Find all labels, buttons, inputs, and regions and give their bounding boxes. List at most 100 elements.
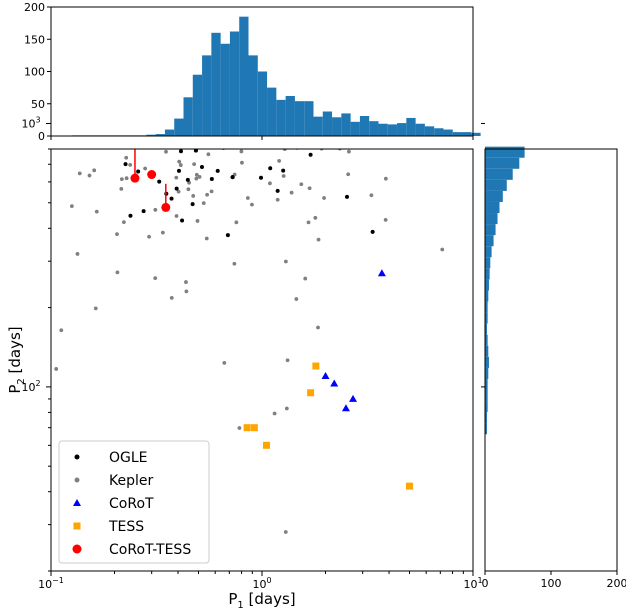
point-ogle (110, 60, 114, 64)
point-ogle (118, 62, 122, 66)
point-kepler (197, 175, 202, 179)
point-kepler (283, 530, 288, 534)
point-kepler (185, 50, 189, 54)
legend-marker (72, 544, 82, 554)
point-kepler (174, 214, 179, 218)
point-ogle (167, 33, 171, 37)
point-ogle (88, 22, 92, 26)
point-kepler (307, 44, 311, 48)
point-ogle (109, 105, 113, 109)
point-kepler (194, 64, 198, 68)
point-ogle (150, 59, 154, 63)
point-ogle (157, 28, 161, 32)
right-hist-bar (485, 257, 491, 269)
point-ogle (173, 136, 177, 140)
point-ogle (133, 120, 137, 124)
point-ogle (166, 20, 170, 24)
point-ogle (93, 93, 97, 97)
point-ogle (181, 34, 185, 38)
point-ogle (187, 37, 191, 41)
point-ogle (260, 0, 264, 2)
point-ogle (332, 78, 336, 82)
point-ogle (149, 45, 153, 49)
point-ogle (142, 59, 146, 63)
point-ogle (332, 78, 336, 82)
point-ogle (149, 29, 153, 33)
point-ogle (157, 69, 161, 73)
point-ogle (152, 0, 156, 4)
point-ogle (115, 66, 119, 70)
point-kepler (381, 142, 385, 146)
right-hist-bar (485, 301, 488, 313)
point-ogle (125, 30, 129, 34)
point-ogle (112, 54, 116, 58)
point-ogle (123, 0, 127, 3)
point-ogle (140, 68, 144, 72)
top-hist-bar (202, 55, 212, 136)
top-hist-bar (332, 117, 342, 136)
point-ogle (161, 61, 165, 65)
point-ogle (180, 218, 185, 223)
point-ogle (187, 20, 191, 24)
point-ogle (133, 50, 137, 54)
point-kepler (106, 90, 110, 94)
point-kepler (282, 149, 287, 152)
point-ogle (133, 67, 137, 71)
point-ogle (149, 57, 153, 61)
top-hist-bar (387, 124, 398, 136)
point-ogle (143, 57, 147, 61)
point-ogle (139, 43, 143, 47)
point-ogle (249, 39, 253, 43)
point-kepler (362, 93, 366, 97)
point-ogle (167, 18, 171, 22)
point-ogle (198, 35, 202, 39)
point-ogle (203, 13, 207, 17)
point-ogle (192, 68, 196, 72)
point-ogle (169, 40, 173, 44)
point-ogle (157, 20, 161, 24)
point-ogle (139, 48, 143, 52)
point-kepler (268, 181, 272, 186)
point-kepler (192, 162, 197, 167)
point-ogle (272, 79, 276, 83)
point-ogle (291, 42, 295, 46)
point-ogle (224, 15, 228, 19)
point-ogle (139, 57, 143, 61)
point-ogle (215, 9, 219, 13)
point-ogle (259, 175, 264, 180)
point-ogle (221, 24, 225, 28)
point-ogle (19, 48, 23, 52)
point-kepler (383, 217, 388, 222)
point-ogle (349, 63, 353, 67)
point-ogle (182, 14, 186, 18)
point-ogle (202, 34, 206, 38)
point-tess (405, 482, 413, 490)
point-ogle (123, 94, 127, 98)
point-ogle (140, 44, 144, 48)
point-ogle (105, 95, 109, 99)
point-kepler (119, 33, 123, 37)
point-ogle (149, 30, 153, 34)
point-kepler (124, 155, 129, 160)
point-ogle (161, 10, 165, 14)
point-ogle (151, 62, 155, 66)
point-ogle (194, 49, 198, 53)
point-ogle (190, 28, 194, 32)
point-ogle (332, 99, 336, 103)
point-ogle (168, 92, 172, 96)
point-ogle (164, 3, 168, 7)
point-kepler (419, 21, 423, 25)
point-ogle (268, 33, 272, 37)
point-ogle (317, 104, 321, 108)
point-ogle (100, 93, 104, 97)
point-ogle (170, 59, 174, 63)
point-ogle (97, 103, 101, 107)
point-ogle (169, 52, 173, 56)
point-ogle (205, 10, 209, 14)
point-ogle (172, 42, 176, 46)
point-ogle (125, 22, 129, 26)
point-ogle (142, 75, 146, 79)
top-hist-bar (369, 121, 379, 136)
point-ogle (141, 88, 145, 92)
point-ogle (68, 3, 72, 7)
